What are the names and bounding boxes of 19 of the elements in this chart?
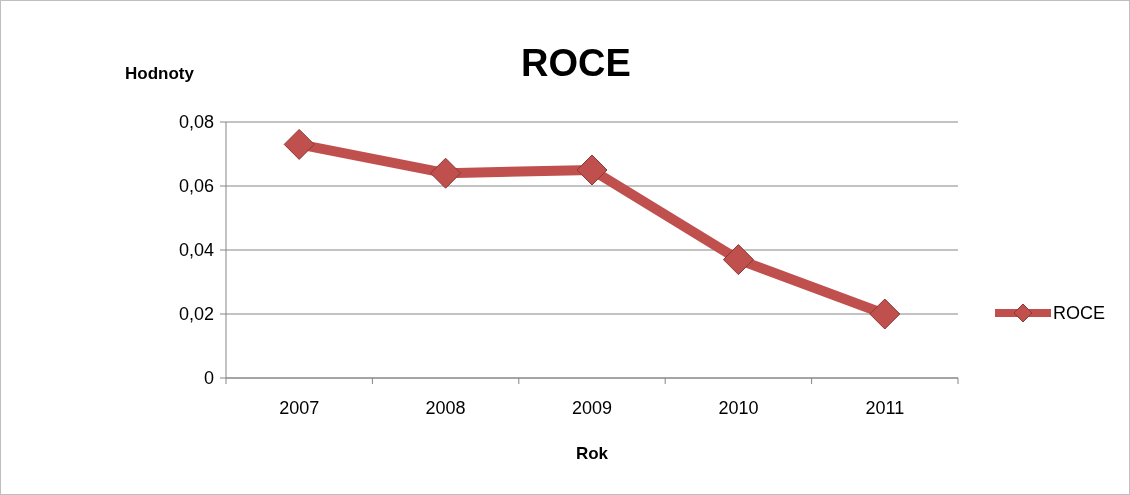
x-tick-label: 2008 [425,398,466,418]
y-tick-label: 0,02 [178,304,214,325]
x-tick-label: 2010 [718,398,759,418]
y-tick-label: 0,04 [178,240,214,261]
point [576,154,608,186]
point [722,244,754,276]
y-tick-label: 0,06 [178,176,214,197]
x-axis-title: Rok [575,444,609,463]
point [869,298,901,330]
legend-label: ROCE [1053,303,1106,324]
x-tick-label: 2009 [571,398,613,418]
point [283,128,315,160]
x-tick-label: 2011 [865,398,905,418]
point [430,157,462,189]
x-tick-label: 2007 [279,398,320,418]
y-tick-label: 0 [203,368,214,389]
y-tick-label: 0,08 [178,112,214,133]
chart-title: ROCE [521,42,631,84]
y-axis-title: Hodnoty [125,64,195,83]
